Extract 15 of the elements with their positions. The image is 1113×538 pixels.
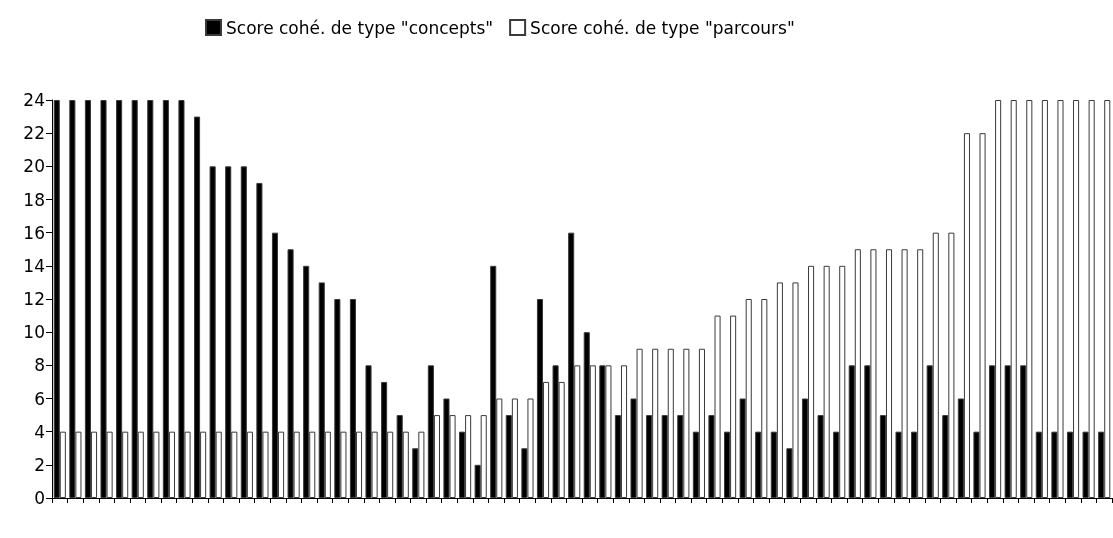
y-tick-label: 8 — [34, 355, 45, 376]
y-tick-label: 14 — [23, 255, 45, 276]
y-tick-label: 10 — [23, 322, 45, 343]
y-tick-label: 16 — [23, 222, 45, 243]
y-tick-label: 0 — [34, 488, 45, 508]
legend-label: Score cohé. de type "parcours" — [530, 17, 795, 38]
y-tick-label: 4 — [34, 421, 45, 442]
y-tick-label: 20 — [23, 156, 45, 177]
y-tick-label: 22 — [23, 123, 45, 144]
y-tick-label: 6 — [34, 388, 45, 409]
legend-label: Score cohé. de type "concepts" — [226, 17, 494, 38]
y-tick-label: 24 — [23, 90, 45, 110]
y-tick-label: 2 — [34, 454, 45, 475]
y-tick-label: 18 — [23, 189, 45, 210]
y-tick-label: 12 — [23, 289, 45, 309]
